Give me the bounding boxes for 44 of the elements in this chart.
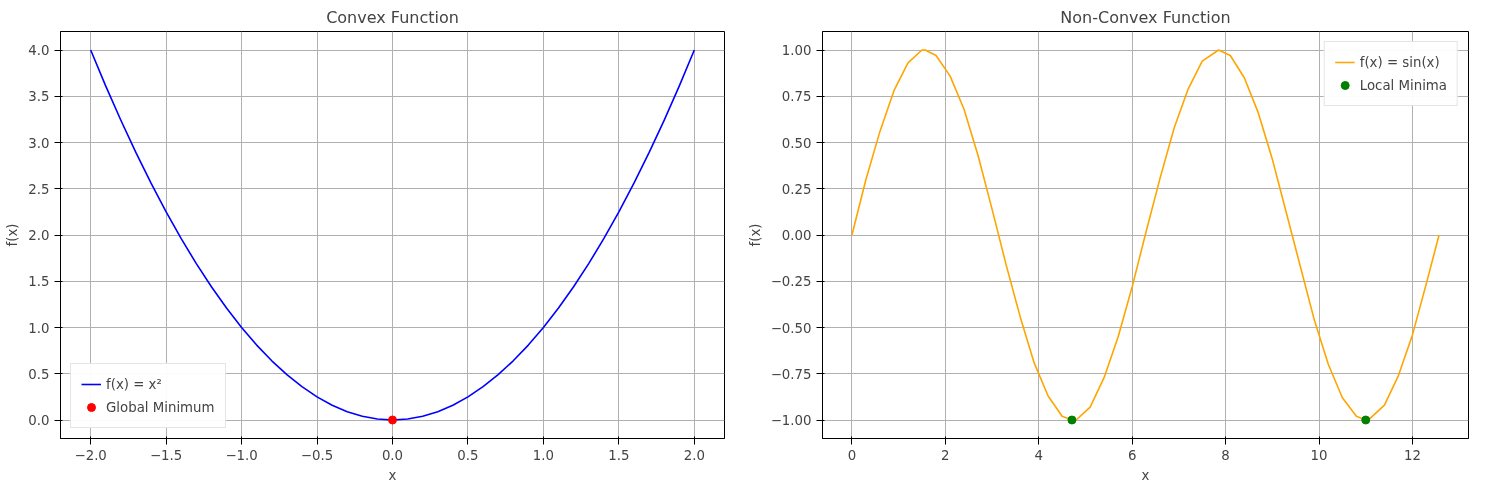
chart-title: Non-Convex Function: [1060, 7, 1231, 27]
y-tick-label: −1.00: [770, 413, 812, 428]
x-axis-title: x: [1141, 467, 1150, 483]
legend-label: Global Minimum: [106, 399, 215, 415]
x-tick-label: 0.5: [457, 447, 479, 463]
x-tick-label: −1.5: [149, 447, 183, 463]
x-tick-label: 8: [1221, 447, 1230, 463]
y-tick-label: 2.0: [28, 228, 50, 243]
y-tick-label: −0.25: [770, 274, 812, 290]
y-tick-label: 0.50: [781, 135, 812, 151]
y-axis-title: f(x): [5, 223, 21, 247]
x-tick-label: −2.0: [74, 447, 107, 463]
y-tick-label: 0.00: [781, 228, 812, 243]
x-tick-label: 4: [1034, 447, 1044, 463]
y-tick-label: 0.0: [28, 413, 50, 428]
legend-label: f(x) = x²: [106, 376, 162, 392]
x-tick-label: −0.5: [300, 447, 334, 463]
legend-label: Local Minima: [1359, 77, 1447, 93]
x-tick-label: 10: [1310, 447, 1328, 463]
y-tick-label: 3.0: [28, 135, 50, 151]
y-axis-title: f(x): [747, 223, 763, 247]
chart-title: Convex Function: [326, 7, 459, 27]
x-axis-title: x: [388, 467, 397, 483]
y-tick-label: 0.5: [28, 366, 50, 382]
y-tick-label: 1.0: [28, 320, 50, 336]
y-tick-label: 0.25: [781, 181, 812, 197]
x-tick-label: 0: [847, 447, 857, 463]
y-tick-label: 4.0: [28, 43, 50, 58]
y-tick-label: −0.50: [770, 320, 812, 336]
legend-label: f(x) = sin(x): [1359, 54, 1440, 70]
y-tick-label: 2.5: [28, 181, 50, 197]
y-tick-label: 3.5: [28, 89, 50, 105]
y-tick-label: 1.5: [28, 274, 50, 290]
x-tick-label: −1.0: [225, 447, 258, 463]
x-tick-label: 12: [1403, 447, 1421, 463]
x-tick-label: 1.0: [532, 447, 555, 463]
x-tick-label: 1.5: [608, 447, 630, 463]
x-tick-label: 6: [1127, 447, 1137, 463]
y-tick-label: −0.75: [770, 366, 812, 382]
y-tick-label: 0.75: [781, 89, 812, 105]
x-tick-label: 0.0: [381, 447, 404, 463]
x-tick-label: 2: [941, 447, 950, 463]
y-tick-label: 1.00: [781, 43, 812, 58]
x-tick-label: 2.0: [683, 447, 705, 463]
